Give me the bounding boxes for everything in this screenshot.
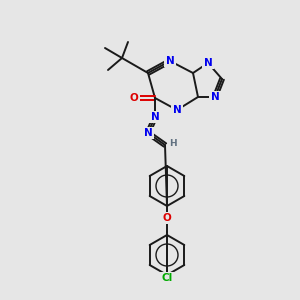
Text: N: N xyxy=(172,105,182,115)
Text: N: N xyxy=(204,58,212,68)
Text: N: N xyxy=(144,128,152,138)
Text: H: H xyxy=(169,139,177,148)
Text: Cl: Cl xyxy=(161,273,172,283)
Text: O: O xyxy=(163,213,171,223)
Text: N: N xyxy=(211,92,219,102)
Text: O: O xyxy=(130,93,138,103)
Text: N: N xyxy=(151,112,159,122)
Text: N: N xyxy=(166,56,174,66)
